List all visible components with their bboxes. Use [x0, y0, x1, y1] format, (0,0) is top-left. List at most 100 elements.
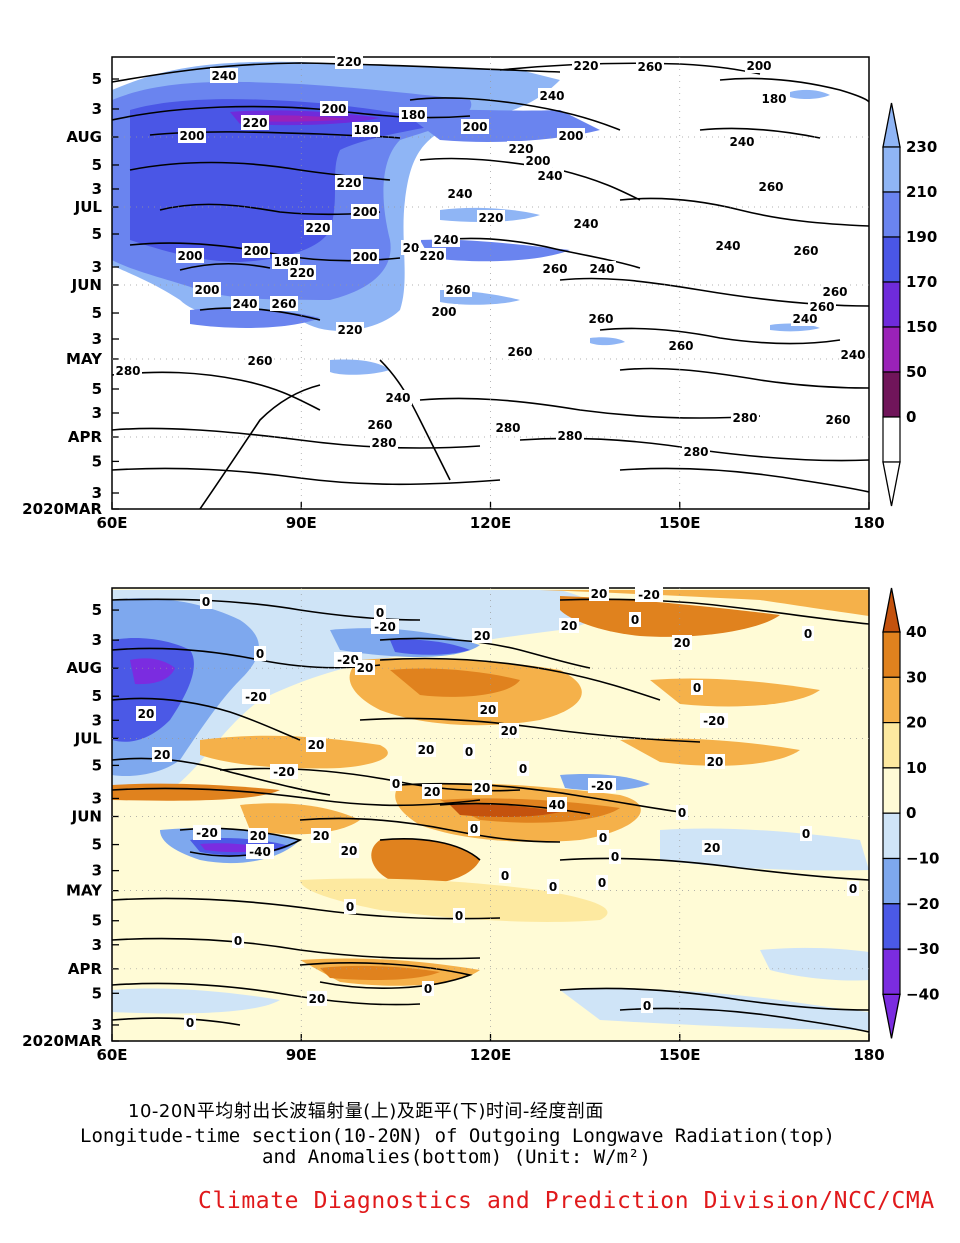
contour-label: 20 [501, 724, 518, 738]
contour-label-bg [559, 618, 579, 633]
contour-label: 200 [462, 120, 487, 134]
contour-label: 0 [643, 999, 651, 1013]
contour-label-bg [176, 248, 204, 263]
contour-label: 240 [573, 217, 598, 231]
contour-label: 240 [589, 262, 614, 276]
contour-label-bg [745, 58, 773, 73]
contour-label-bg [731, 410, 759, 425]
contour-label-bg [597, 830, 609, 845]
y-tick-label: 5 [92, 756, 102, 774]
contour-label-bg [270, 764, 298, 779]
contour-label-bg [335, 54, 363, 69]
contour-label: 20 [591, 587, 608, 601]
colorbar-swatch [882, 767, 901, 814]
colorbar-swatch [882, 416, 901, 463]
contour-label-bg [416, 742, 436, 757]
contour-label: 180 [400, 108, 425, 122]
contour-label: 260 [588, 312, 613, 326]
contour-label: -20 [703, 714, 725, 728]
contour-label-bg [210, 68, 238, 83]
contour-label-bg [635, 587, 663, 602]
colorbar-label: −40 [906, 985, 939, 1003]
y-tick-label: 3 [92, 789, 102, 807]
caption-chinese: 10-20N平均射出长波辐射量(上)及距平(下)时间-经度剖面 [128, 1101, 604, 1122]
contour-label: 260 [793, 244, 818, 258]
contour-label-bg [588, 778, 616, 793]
colorbar-label: 230 [906, 138, 937, 156]
y-tick-label: AUG [66, 659, 102, 677]
contour-label-bg [270, 296, 298, 311]
contour-label: 220 [508, 142, 533, 156]
contour-label-bg [231, 296, 259, 311]
contour-label-bg [714, 238, 742, 253]
contour-label-bg [339, 843, 359, 858]
contour-label: 220 [305, 221, 330, 235]
contour-label: 0 [804, 627, 812, 641]
contour-label-bg [506, 344, 534, 359]
contour-label: 0 [234, 934, 242, 948]
contour-label: 180 [353, 123, 378, 137]
contour-label-bg [587, 311, 615, 326]
contour-label: 20 [418, 743, 435, 757]
contour-label-bg [288, 265, 316, 280]
y-tick-label: 5 [92, 984, 102, 1002]
contour-label: 240 [715, 239, 740, 253]
contour-label-bg [461, 119, 489, 134]
contour-label-bg [432, 232, 460, 247]
contour-label: 280 [557, 429, 582, 443]
y-tick-label: 3 [92, 936, 102, 954]
colorbar-swatch [882, 236, 901, 283]
colorbar-label: 10 [906, 759, 927, 777]
contour-label-bg [524, 153, 552, 168]
caption-english-line-2: and Anomalies(bottom) (Unit: W/m²) [262, 1146, 651, 1168]
colorbar-label: 50 [906, 363, 927, 381]
x-tick-label: 150E [659, 514, 701, 532]
contour-label: 0 [519, 762, 527, 776]
contour-label-bg [184, 1015, 196, 1030]
y-tick-label: 3 [92, 404, 102, 422]
contour-label: 20 [341, 844, 358, 858]
colorbar-swatch [882, 903, 901, 950]
contour-label: 20 [154, 748, 171, 762]
contour-label: 20 [424, 785, 441, 799]
contour-label-bg [444, 282, 472, 297]
contour-label: 220 [242, 116, 267, 130]
contour-label: -40 [249, 845, 271, 859]
contour-label-bg [472, 628, 492, 643]
x-tick-label: 180 [853, 1046, 884, 1064]
contour-label-bg [792, 243, 820, 258]
y-tick-label: MAY [66, 882, 103, 900]
contour-label: -20 [245, 690, 267, 704]
colorbar-label: 210 [906, 183, 937, 201]
contour-label-bg [808, 299, 836, 314]
colorbar-label: −10 [906, 850, 939, 868]
contour-label: 200 [431, 305, 456, 319]
contour-label: 260 [758, 180, 783, 194]
x-tick-label: 120E [470, 514, 512, 532]
colorbar-swatch [882, 676, 901, 724]
contour-label: 260 [507, 345, 532, 359]
contour-label: -20 [273, 765, 295, 779]
contour-label-bg [517, 761, 529, 776]
contour-label: -20 [337, 653, 359, 667]
anomaly-x-axis: 60E 90E 120E 150E 180 [96, 588, 885, 1064]
contour-label: 260 [542, 262, 567, 276]
colorbar-arrow-top [882, 587, 901, 633]
contour-label: 0 [202, 595, 210, 609]
contour-label: 20 [309, 992, 326, 1006]
contour-label-bg [374, 605, 386, 620]
x-tick-label: 90E [286, 514, 317, 532]
x-tick-label: 150E [659, 1046, 701, 1064]
contour-label: 0 [849, 882, 857, 896]
contour-label: 260 [637, 60, 662, 74]
colorbar-swatch [882, 721, 901, 769]
contour-label-bg [667, 338, 695, 353]
x-tick-label: 90E [286, 1046, 317, 1064]
colorbar-arrow-top [882, 102, 901, 148]
contour-label-bg [538, 88, 566, 103]
contour-label-bg [307, 991, 327, 1006]
y-tick-label: 5 [92, 836, 102, 854]
contour-label: 20 [704, 841, 721, 855]
